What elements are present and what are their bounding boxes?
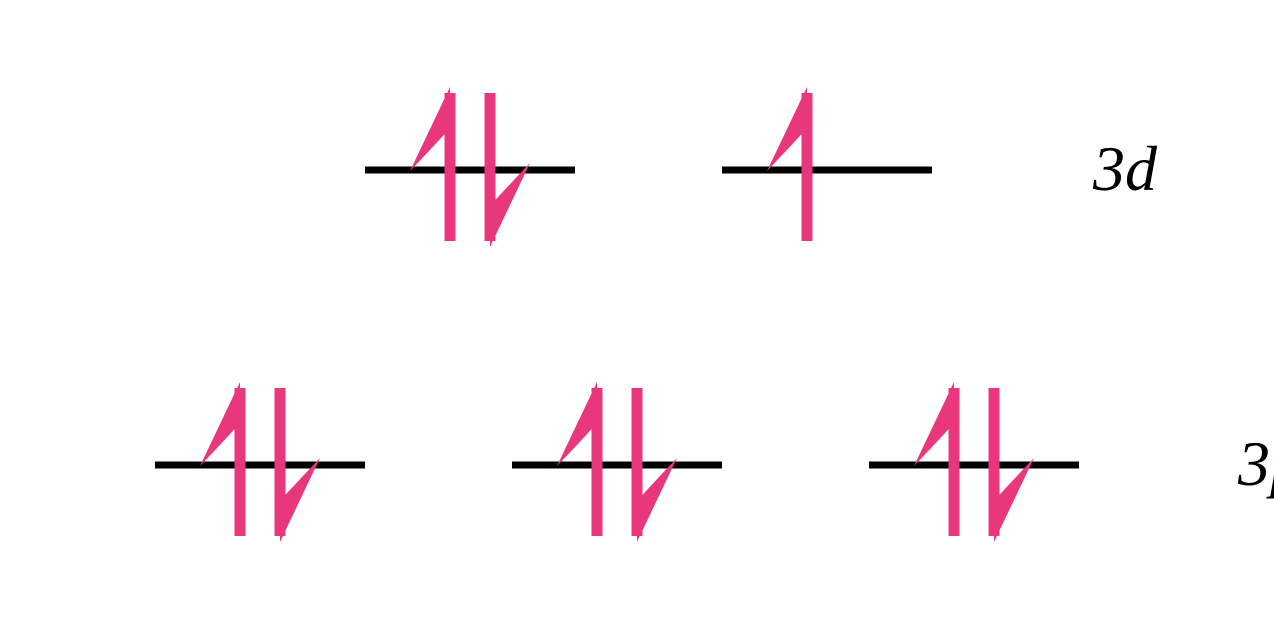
orbital-label: 3d [1092,133,1158,204]
orbital-label: 3p [1237,428,1274,499]
